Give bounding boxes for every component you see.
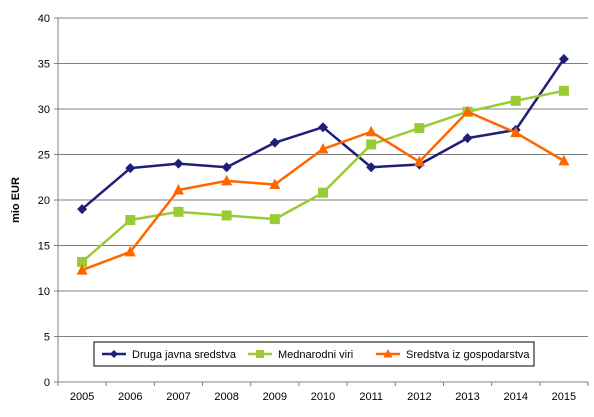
legend-item: Druga javna sredstva	[102, 349, 237, 361]
data-point-marker	[256, 350, 264, 358]
data-point-marker	[110, 350, 118, 358]
data-point-marker	[317, 143, 329, 154]
x-tick-label: 2007	[166, 391, 190, 403]
y-axis-ticks: 0 5 10 15 20 25 30 35 40	[38, 13, 58, 389]
data-point-marker	[462, 133, 473, 144]
y-tick-label: 20	[38, 195, 50, 207]
legend: Druga javna sredstva Mednarodni viri Sreds…	[93, 341, 535, 367]
x-tick-label: 2014	[503, 391, 527, 403]
x-tick-label: 2010	[311, 391, 335, 403]
data-point-marker	[383, 349, 393, 358]
y-tick-label: 10	[38, 286, 50, 298]
data-point-marker	[221, 162, 232, 173]
data-point-marker	[366, 162, 377, 173]
data-point-marker	[173, 158, 184, 169]
data-point-marker	[510, 126, 522, 138]
data-point-marker	[76, 264, 88, 275]
data-point-marker	[366, 139, 377, 150]
legend-label: Sredstva iz gospodarstva	[406, 349, 530, 361]
x-tick-label: 2015	[552, 391, 576, 403]
data-point-marker	[365, 125, 377, 137]
data-point-marker	[269, 214, 280, 225]
series-group	[76, 53, 570, 275]
data-point-marker	[413, 155, 425, 167]
series-triangle	[76, 105, 570, 275]
data-point-marker	[558, 85, 569, 96]
legend-label: Druga javna sredstva	[132, 349, 237, 361]
legend-item: Mednarodni viri	[248, 349, 353, 361]
data-point-marker	[172, 183, 184, 195]
gridlines	[58, 17, 588, 337]
x-tick-label: 2011	[359, 391, 383, 403]
y-tick-label: 0	[44, 377, 50, 389]
y-tick-label: 25	[38, 150, 50, 162]
data-point-marker	[77, 256, 88, 267]
y-tick-label: 40	[38, 13, 50, 25]
data-point-marker	[125, 163, 136, 174]
x-axis-ticks: 2005 2006 2007 2008 2009 2010 2011 2012 2013 2014…	[57, 382, 589, 403]
x-tick-label: 2013	[455, 391, 479, 403]
x-tick-label: 2012	[407, 391, 431, 403]
data-point-marker	[510, 95, 521, 106]
data-point-marker	[558, 53, 569, 64]
data-point-marker	[77, 204, 88, 215]
data-point-marker	[462, 105, 474, 117]
data-point-marker	[558, 154, 570, 166]
y-tick-label: 35	[38, 59, 50, 71]
data-point-marker	[414, 123, 425, 134]
y-tick-label: 15	[38, 241, 50, 253]
x-tick-label: 2006	[118, 391, 142, 403]
series-diamond	[77, 53, 569, 215]
x-tick-label: 2008	[214, 391, 238, 403]
legend-box	[93, 341, 535, 367]
data-point-marker	[125, 215, 136, 226]
series-square	[77, 85, 569, 267]
y-axis-title: mio EUR	[10, 177, 22, 223]
data-point-marker	[318, 187, 328, 198]
data-point-marker	[318, 122, 328, 133]
x-tick-label: 2009	[263, 391, 287, 403]
legend-item: Sredstva iz gospodarstva	[376, 349, 530, 361]
legend-label: Mednarodni viri	[278, 349, 353, 361]
data-point-marker	[269, 178, 281, 190]
data-point-marker	[269, 137, 280, 148]
data-point-marker	[221, 210, 232, 221]
data-point-marker	[124, 245, 136, 257]
data-point-marker	[221, 174, 233, 186]
data-point-marker	[173, 206, 184, 217]
x-tick-label: 2005	[70, 391, 94, 403]
y-tick-label: 30	[38, 104, 50, 116]
y-tick-label: 5	[44, 332, 50, 344]
